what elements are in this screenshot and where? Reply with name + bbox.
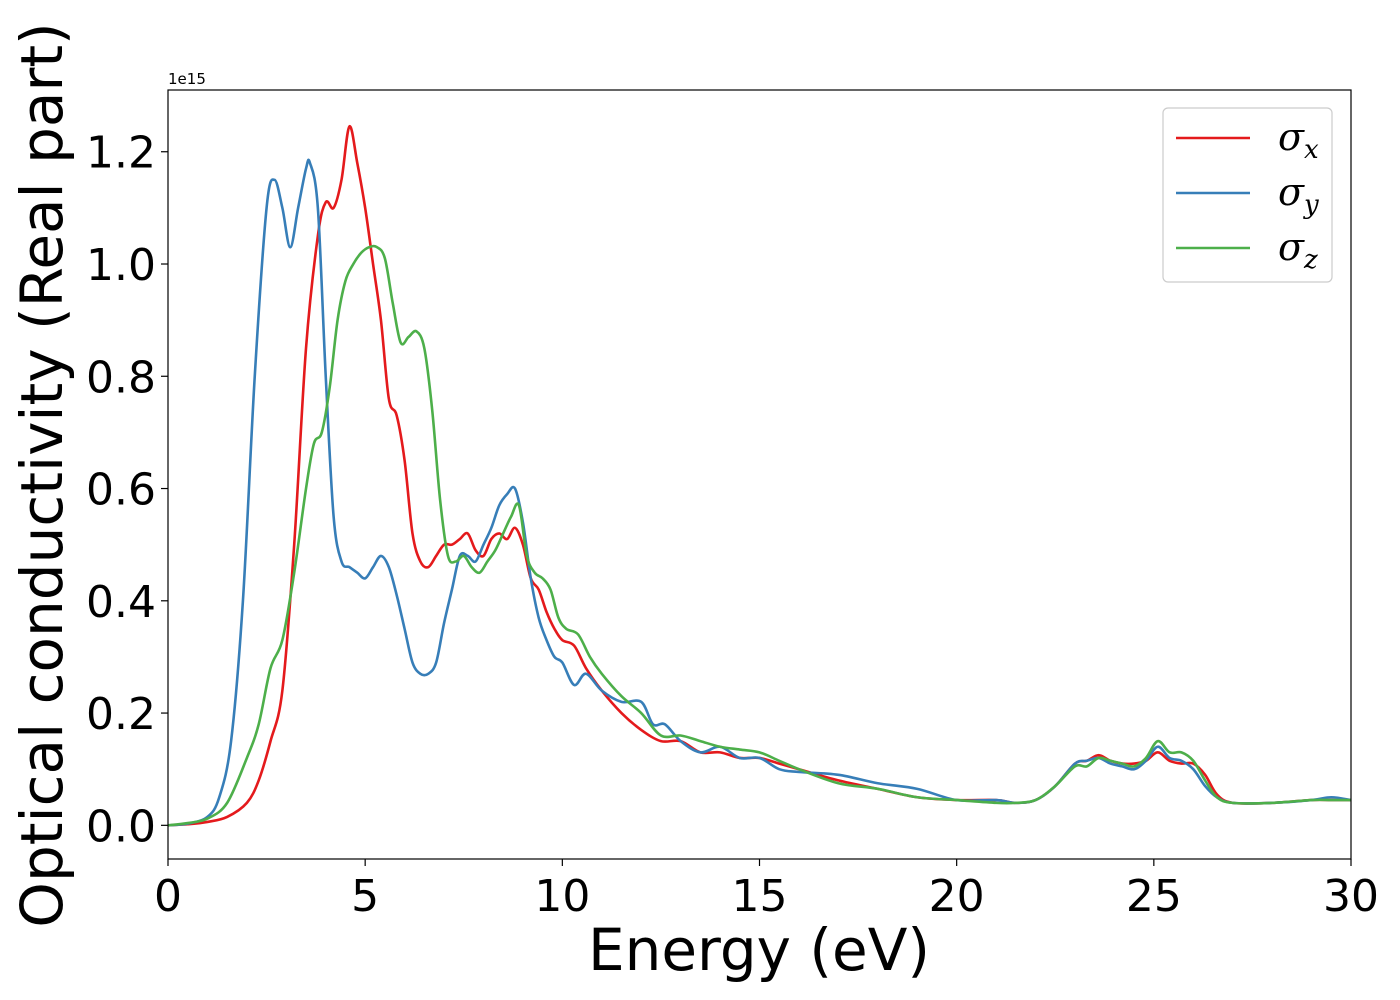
x-tick-label: 15 [732,871,788,922]
y-tick-label: 0.2 [86,689,156,740]
x-tick-label: 25 [1126,871,1182,922]
y-axis-title: Optical conductivity (Real part) [8,22,76,927]
y-axis: 0.0 0.2 0.4 0.6 0.8 1.0 1.2 [86,128,168,852]
y-tick-label: 0.0 [86,801,156,852]
x-tick-label: 0 [154,871,182,922]
y-tick-label: 1.0 [86,240,156,291]
x-tick-label: 5 [351,871,379,922]
x-tick-label: 30 [1323,871,1379,922]
x-tick-label: 20 [929,871,985,922]
x-axis-title: Energy (eV) [588,916,930,984]
series-lines [168,125,1351,827]
legend-box [1162,107,1333,283]
legend-label-z: σz [1278,225,1318,275]
series-line-y [168,158,1351,827]
y-tick-label: 0.6 [86,465,156,516]
series-line-z [168,244,1351,827]
y-tick-label: 0.8 [86,352,156,403]
y-offset-text: 1e15 [168,70,206,88]
y-tick-label: 0.4 [86,577,156,628]
y-tick-label: 1.2 [86,128,156,179]
x-axis: 0 5 10 15 20 25 30 [154,859,1379,922]
x-tick-label: 10 [534,871,590,922]
